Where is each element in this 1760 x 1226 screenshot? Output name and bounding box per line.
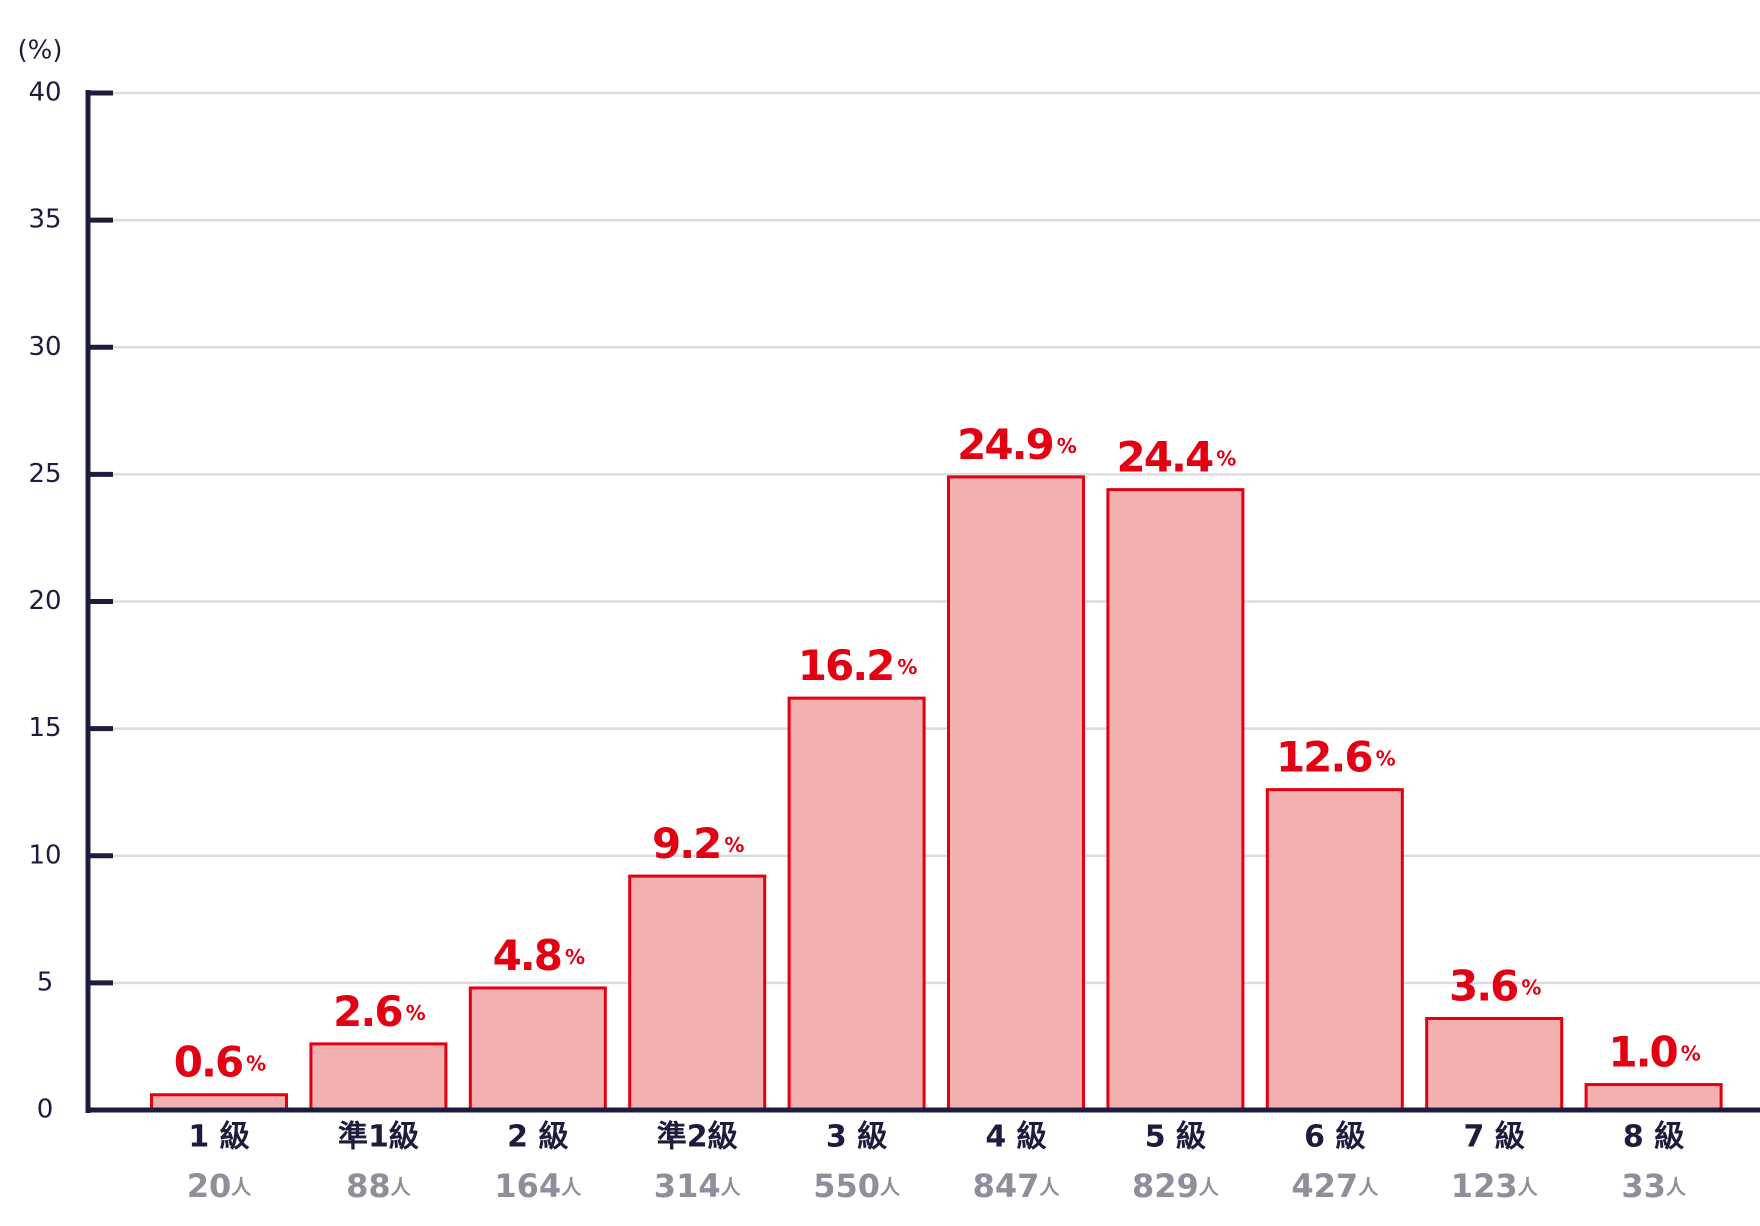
value-label-unit: % [406,1000,426,1024]
bar [1106,488,1245,1112]
count-label: 847人 [973,1167,1061,1205]
y-tick-label: 15 [28,713,61,743]
value-label-number: 4.8 [493,930,561,979]
count-label: 314人 [654,1167,742,1205]
value-label-unit: % [1376,746,1396,770]
count-unit: 人 [391,1175,412,1199]
y-tick-label: 0 [37,1095,54,1125]
count-unit: 人 [880,1175,901,1199]
value-label-number: 24.9 [957,419,1053,468]
count-label: 550人 [813,1167,901,1205]
value-label: 3.6% [1449,961,1541,1010]
bar [1425,1016,1564,1112]
x-tick-label: 準1級 [338,1120,419,1155]
y-tick-label: 30 [28,332,61,362]
count-unit: 人 [1199,1175,1220,1199]
count-number: 427 [1291,1167,1358,1205]
value-label-number: 2.6 [333,986,401,1035]
count-unit: 人 [1518,1175,1539,1199]
value-label-number: 12.6 [1276,732,1372,781]
bar [787,696,926,1112]
bar [1265,788,1404,1112]
count-number: 88 [346,1167,391,1205]
value-label: 24.4% [1117,432,1237,481]
x-tick-label: 5 級 [1145,1120,1206,1155]
count-unit: 人 [721,1175,742,1199]
value-label-unit: % [1681,1041,1701,1065]
x-tick-label: 8 級 [1623,1120,1684,1155]
x-tick-label: 1 級 [188,1120,249,1155]
count-number: 123 [1451,1167,1518,1205]
value-label: 2.6% [333,986,425,1035]
count-label: 20人 [187,1167,253,1205]
count-unit: 人 [1358,1175,1379,1199]
x-tick-label: 7 級 [1464,1120,1525,1155]
value-label-number: 3.6 [1449,961,1517,1010]
count-unit: 人 [1039,1175,1060,1199]
count-number: 314 [654,1167,721,1205]
count-label: 164人 [494,1167,582,1205]
bar [1584,1083,1723,1112]
value-label: 1.0% [1608,1027,1700,1076]
count-label: 33人 [1621,1167,1687,1205]
y-tick-label: 20 [28,586,61,616]
bar [628,874,767,1112]
value-label: 12.6% [1276,732,1396,781]
value-label: 0.6% [174,1037,266,1086]
value-label: 16.2% [798,641,918,690]
count-label: 88人 [346,1167,412,1205]
value-label-unit: % [897,655,917,679]
value-label-unit: % [1057,433,1077,457]
y-tick-label: 40 [28,78,61,108]
count-label: 427人 [1291,1167,1379,1205]
y-tick-label: 10 [28,840,61,870]
value-label-unit: % [565,944,585,968]
bar [309,1042,448,1112]
y-tick-label: 25 [28,459,61,489]
bar [468,986,607,1112]
count-number: 847 [973,1167,1040,1205]
count-number: 164 [494,1167,561,1205]
value-label: 4.8% [493,930,585,979]
value-label-number: 24.4 [1117,432,1213,481]
count-number: 20 [187,1167,232,1205]
value-label: 24.9% [957,419,1077,468]
value-label-unit: % [1216,446,1236,470]
value-label-number: 1.0 [1608,1027,1677,1076]
value-label-unit: % [246,1051,266,1075]
count-number: 829 [1132,1167,1199,1205]
value-label-number: 16.2 [798,641,894,690]
count-number: 550 [813,1167,880,1205]
x-tick-label: 6 級 [1304,1120,1365,1155]
value-label-number: 9.2 [652,819,720,868]
count-label: 123人 [1451,1167,1539,1205]
x-tick-label: 2 級 [507,1120,568,1155]
x-tick-label: 準2級 [657,1120,738,1155]
y-tick-label: 35 [28,205,61,235]
count-unit: 人 [1666,1175,1687,1199]
value-label-number: 0.6 [174,1037,242,1086]
x-tick-label: 3 級 [826,1120,887,1155]
value-label-unit: % [1521,975,1541,999]
count-unit: 人 [231,1175,252,1199]
x-tick-label: 4 級 [985,1120,1046,1155]
y-unit: (%) [18,36,63,66]
count-unit: 人 [561,1175,582,1199]
bar [947,475,1085,1112]
count-label: 829人 [1132,1167,1220,1205]
value-label: 9.2% [652,819,744,868]
y-tick-label: 5 [37,967,54,997]
count-number: 33 [1621,1167,1666,1205]
value-label-unit: % [724,833,744,857]
